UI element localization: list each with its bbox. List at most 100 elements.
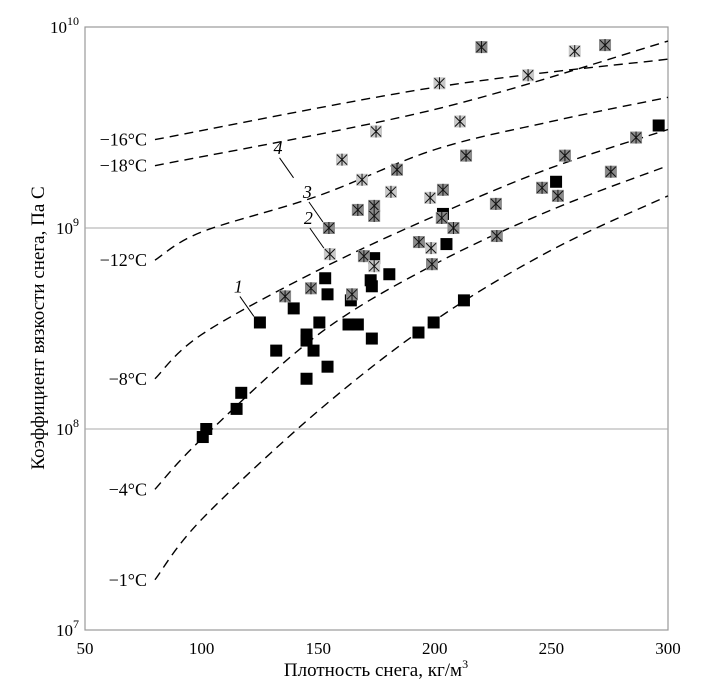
data-point-gray-box-asterisk [304, 282, 317, 295]
temperature-curve [154, 40, 669, 167]
data-point-gray-box-asterisk [412, 236, 425, 249]
annotation-label: 2 [304, 208, 313, 228]
annotation-leader-line [279, 157, 294, 179]
curve-label: −16°C [100, 130, 147, 150]
data-point-gray-box-asterisk [351, 203, 364, 216]
data-point-gray-box-asterisk [630, 131, 643, 144]
data-point-black-square [365, 332, 378, 345]
data-point-gray-box-asterisk [551, 189, 564, 202]
data-point-black-square [321, 360, 334, 373]
annotation-leader-line [308, 201, 324, 223]
data-point-gray-box-asterisk [558, 149, 571, 162]
data-point-black-square [270, 344, 283, 357]
data-point-gray-box-asterisk [599, 39, 612, 52]
x-tick-label: 100 [189, 639, 215, 658]
curve-label: −12°C [100, 250, 147, 270]
data-point-gray-box-asterisk [489, 197, 502, 210]
data-point-light-asterisk [356, 173, 369, 186]
data-point-gray-box-asterisk [604, 165, 617, 178]
x-tick-label: 300 [655, 639, 681, 658]
data-point-black-square [313, 316, 326, 329]
data-point-black-square [196, 431, 209, 444]
data-point-gray-box-asterisk [357, 250, 370, 263]
data-point-black-square [321, 288, 334, 301]
annotation-leader-line [239, 296, 255, 317]
data-point-black-square [457, 294, 470, 307]
y-tick-exponent: 10 [67, 14, 79, 28]
data-point-black-square [235, 386, 248, 399]
data-point-gray-box-asterisk [460, 149, 473, 162]
y-tick-base: 10 [50, 18, 67, 37]
data-point-gray-box-asterisk [435, 211, 448, 224]
data-point-black-square [253, 316, 266, 329]
data-point-light-asterisk [335, 153, 348, 166]
data-point-black-square [287, 302, 300, 315]
data-point-black-square [300, 334, 313, 347]
data-point-gray-box-asterisk [368, 209, 381, 222]
y-tick-base: 10 [56, 219, 73, 238]
data-point-black-square [652, 119, 665, 132]
x-tick-label: 200 [422, 639, 448, 658]
curve-label: −1°C [109, 570, 147, 590]
data-point-gray-box-asterisk [346, 288, 359, 301]
annotation-leader-line [309, 227, 325, 249]
data-point-light-asterisk [522, 69, 535, 82]
x-tick-label: 150 [305, 639, 331, 658]
plot-frame [84, 26, 669, 631]
curve-label: −4°C [109, 479, 147, 499]
annotation-label: 4 [274, 138, 283, 158]
temperature-curve [154, 165, 669, 490]
temperature-curve [154, 96, 669, 261]
y-tick-label: 1010 [50, 14, 79, 37]
curve-label: −18°C [100, 156, 147, 176]
y-tick-base: 10 [56, 420, 73, 439]
y-tick-label: 107 [56, 617, 79, 640]
data-point-black-square [351, 318, 364, 331]
data-point-gray-box-asterisk [368, 199, 381, 212]
data-point-light-asterisk [323, 248, 336, 261]
data-point-light-asterisk [433, 77, 446, 90]
data-point-gray-box-asterisk [436, 183, 449, 196]
data-point-light-asterisk [425, 242, 438, 255]
data-point-gray-box-asterisk [536, 181, 549, 194]
data-point-light-asterisk [568, 45, 581, 58]
y-axis-label: Коэффициент вязкости снега, Па С [28, 186, 49, 469]
y-tick-exponent: 7 [73, 617, 79, 631]
data-point-gray-box-asterisk [490, 230, 503, 243]
x-axis-label: Плотность снега, кг/м3 [284, 657, 468, 681]
annotation-label: 1 [234, 276, 243, 296]
data-point-light-asterisk [424, 191, 437, 204]
data-point-gray-box-asterisk [391, 163, 404, 176]
data-point-black-square [383, 268, 396, 281]
data-point-gray-box-asterisk [279, 290, 292, 303]
data-point-black-square [342, 318, 355, 331]
data-point-light-asterisk [370, 125, 383, 138]
data-point-gray-box-asterisk [426, 258, 439, 271]
temperature-curve [154, 128, 669, 380]
data-point-black-square [412, 326, 425, 339]
y-tick-base: 10 [56, 621, 73, 640]
x-tick-label: 250 [539, 639, 565, 658]
data-point-black-square [300, 372, 313, 385]
data-point-black-square [230, 402, 243, 415]
y-tick-label: 108 [56, 416, 79, 439]
curve-label: −8°C [109, 369, 147, 389]
temperature-curve [154, 58, 669, 141]
y-tick-exponent: 9 [73, 215, 79, 229]
data-point-light-asterisk [453, 115, 466, 128]
data-point-black-square [307, 344, 320, 357]
data-point-gray-box-asterisk [475, 41, 488, 54]
y-tick-exponent: 8 [73, 416, 79, 430]
annotation-label: 3 [302, 182, 312, 202]
data-point-black-square [550, 175, 563, 188]
data-point-black-square [440, 238, 453, 251]
y-tick-label: 109 [56, 215, 79, 238]
data-point-gray-box-asterisk [447, 222, 460, 234]
data-point-light-asterisk [384, 185, 397, 198]
data-point-black-square [365, 280, 378, 293]
data-point-gray-box-asterisk [322, 222, 335, 234]
data-point-black-square [319, 272, 332, 285]
data-point-light-asterisk [368, 260, 381, 273]
temperature-curve [154, 195, 669, 581]
